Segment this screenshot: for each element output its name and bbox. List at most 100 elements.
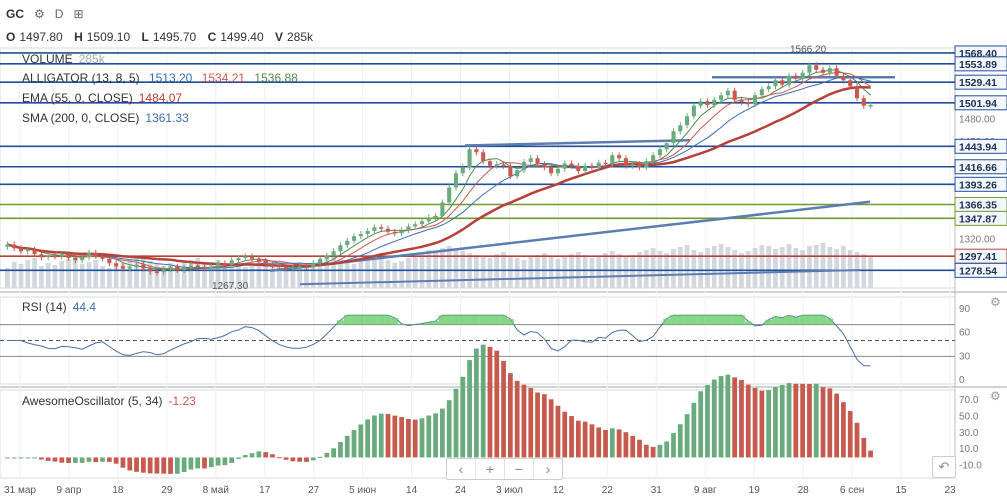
ao-bar: [399, 417, 404, 458]
ao-bar: [541, 394, 547, 458]
ao-bar: [154, 457, 160, 474]
candle: [481, 152, 486, 162]
rsi-overbought-fill: [704, 315, 711, 325]
candle: [447, 187, 452, 203]
volume-bar: [773, 249, 778, 288]
candle: [114, 263, 119, 267]
candle: [460, 167, 465, 174]
volume-bar: [834, 249, 839, 288]
ohlc-low: 1495.70: [152, 30, 197, 44]
candle: [725, 90, 730, 96]
rsi-overbought-fill: [819, 315, 827, 325]
candle: [841, 75, 846, 81]
alligator-value-3: 1536.88: [254, 71, 298, 85]
volume-bar: [684, 245, 690, 288]
gear-icon[interactable]: ⚙: [34, 7, 45, 21]
price-level-label: 1529.41: [959, 77, 997, 89]
rsi-overbought-fill: [506, 319, 514, 325]
ohlc-close-label: C: [207, 30, 217, 44]
volume-bar: [820, 243, 826, 288]
ao-bar: [32, 457, 37, 459]
volume-bar: [39, 266, 44, 288]
price-level-label: 1297.41: [959, 251, 997, 263]
volume-bar: [582, 255, 588, 288]
ao-bar: [847, 411, 853, 458]
ao-bar: [453, 388, 459, 458]
zoom-in-button[interactable]: +: [476, 459, 505, 479]
ao-bar: [623, 432, 629, 458]
candle: [338, 245, 343, 252]
ao-bar: [739, 379, 744, 458]
volume-bar: [596, 256, 602, 288]
price-annotation: 1566.20: [790, 45, 827, 56]
volume-bar: [358, 261, 364, 288]
candle: [671, 131, 676, 144]
volume-bar: [514, 258, 520, 288]
ao-bar: [372, 415, 377, 458]
ao-bar: [412, 419, 418, 458]
candle: [780, 80, 785, 85]
ao-bar: [446, 400, 452, 458]
candle: [250, 256, 255, 259]
rsi-legend-name: RSI (14): [22, 300, 67, 314]
ao-bar: [528, 388, 534, 458]
price-level-tag: [954, 138, 1007, 154]
ao-bar: [11, 457, 17, 459]
ao-bar: [834, 393, 839, 458]
ao-settings-icon: ⚙: [990, 389, 1001, 403]
zoom-out-button[interactable]: −: [505, 459, 534, 479]
volume-bar: [759, 245, 765, 288]
ao-bar: [440, 408, 445, 458]
ohlc-low-label: L: [141, 30, 149, 44]
trend-line: [299, 269, 861, 286]
rsi-overbought-fill: [500, 315, 507, 325]
volume-bar: [66, 259, 71, 288]
candle: [426, 217, 431, 222]
volume-bar: [202, 264, 207, 288]
alligator-legend: ALLIGATOR (13, 8, 5) 1513.20 1534.21 153…: [22, 71, 304, 85]
candle: [814, 65, 819, 70]
ao-bar: [548, 399, 554, 458]
ao-bar: [555, 405, 561, 458]
volume-bar: [385, 260, 391, 288]
price-level-label: 1443.94: [959, 141, 997, 153]
candle: [583, 165, 588, 171]
price-level-label: 1553.89: [959, 59, 997, 71]
volume-bar: [453, 249, 459, 288]
alligator-value-1: 1513.20: [148, 71, 193, 85]
candle: [277, 265, 282, 267]
candle: [820, 69, 826, 73]
volume-bar: [215, 260, 221, 288]
ao-bar: [242, 455, 248, 458]
ao-bar: [344, 435, 350, 458]
volume-bar: [242, 267, 248, 288]
ohlc-volume: 285k: [286, 30, 314, 44]
rsi-overbought-fill: [452, 315, 460, 325]
symbol-label[interactable]: GC: [6, 7, 24, 21]
timeframe-label[interactable]: D: [54, 7, 64, 21]
candle: [154, 271, 159, 273]
ao-bar: [297, 457, 303, 462]
ema-legend: EMA (55, 0, CLOSE) 1484.07: [22, 91, 188, 105]
volume-bar: [440, 248, 445, 288]
x-tick-label: 31: [651, 485, 663, 496]
compare-icon[interactable]: ⊞: [73, 7, 84, 21]
candle: [691, 105, 696, 117]
candle: [127, 267, 132, 269]
volume-bar: [609, 251, 615, 288]
ao-bar: [759, 390, 765, 458]
price-level-label: 1501.94: [959, 98, 997, 110]
volume-bar: [290, 265, 296, 288]
scroll-left-button[interactable]: ‹: [447, 459, 476, 479]
scroll-right-button[interactable]: ›: [545, 461, 551, 477]
rsi-overbought-fill: [778, 317, 786, 325]
volume-bar: [813, 245, 819, 288]
ao-bar: [562, 411, 568, 458]
volume-bar: [868, 257, 873, 288]
candle: [623, 158, 628, 166]
candle: [182, 267, 187, 270]
candle: [419, 221, 425, 225]
reset-chart-icon[interactable]: ↶: [932, 456, 956, 478]
ao-bar: [5, 457, 10, 459]
